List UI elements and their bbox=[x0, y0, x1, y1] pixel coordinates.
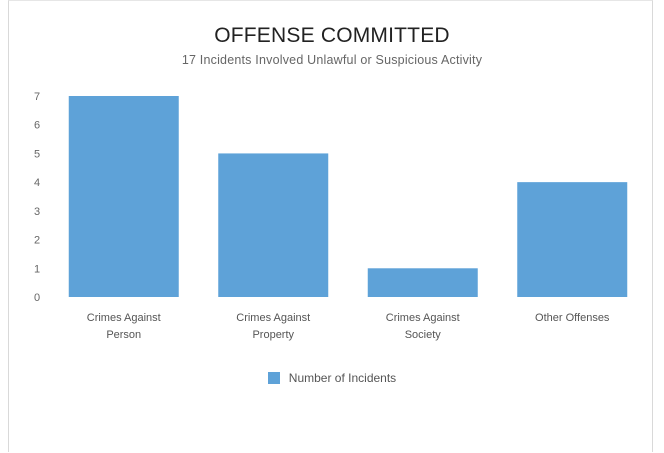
y-tick-label: 4 bbox=[34, 177, 40, 189]
bar bbox=[68, 96, 179, 297]
category-label-line: Crimes Against bbox=[386, 312, 460, 324]
category-label-line: Crimes Against bbox=[87, 312, 161, 324]
y-tick-label: 3 bbox=[34, 206, 40, 218]
legend-swatch bbox=[267, 372, 280, 384]
category-label-line: Other Offenses bbox=[535, 312, 610, 324]
y-tick-label: 0 bbox=[34, 292, 40, 304]
category-label-line: Crimes Against bbox=[236, 312, 310, 324]
category-label-line: Person bbox=[106, 329, 141, 341]
chart-subtitle: 17 Incidents Involved Unlawful or Suspic… bbox=[181, 53, 483, 67]
legend-label: Number of Incidents bbox=[288, 371, 397, 385]
y-tick-label: 6 bbox=[34, 120, 40, 132]
category-label: Crimes Against Person bbox=[87, 312, 161, 341]
bars bbox=[68, 96, 628, 297]
y-tick-label: 1 bbox=[34, 263, 40, 275]
category-label: Crimes Against Society bbox=[386, 312, 460, 341]
y-tick-label: 5 bbox=[34, 148, 40, 160]
x-axis-labels: Crimes Against Person Crimes Against Proper… bbox=[87, 312, 610, 341]
y-tick-label: 7 bbox=[34, 91, 40, 103]
y-tick-label: 2 bbox=[34, 235, 40, 247]
category-label: Crimes Against Property bbox=[236, 312, 310, 341]
category-label-line: Property bbox=[252, 329, 294, 341]
bar bbox=[218, 153, 329, 297]
category-label: Other Offenses bbox=[535, 312, 610, 324]
y-axis: 0 1 2 3 4 5 6 7 bbox=[34, 91, 40, 304]
category-label-line: Society bbox=[405, 329, 442, 341]
bar bbox=[367, 268, 478, 297]
chart-title: OFFENSE COMMITTED bbox=[214, 24, 450, 47]
bar bbox=[517, 182, 628, 297]
legend: Number of Incidents bbox=[0, 371, 664, 385]
